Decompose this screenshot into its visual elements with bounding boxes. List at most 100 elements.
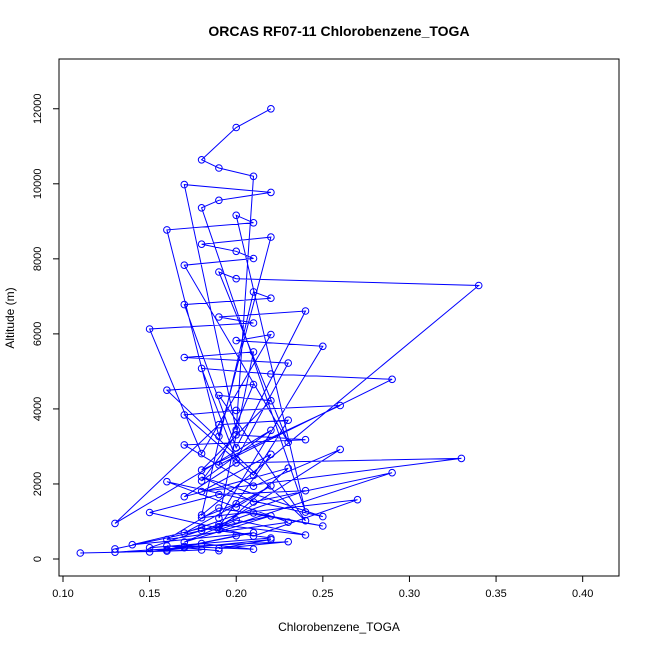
data-point: [474, 281, 483, 290]
data-point: [388, 468, 396, 477]
data-point: [215, 420, 223, 429]
data-point: [215, 391, 223, 400]
data-point: [111, 519, 119, 528]
data-point: [180, 261, 189, 270]
data-point: [249, 219, 258, 227]
data-point: [215, 196, 223, 205]
data-point: [301, 516, 310, 525]
data-point: [197, 539, 206, 548]
data-point: [232, 431, 240, 439]
data-point: [319, 342, 327, 351]
data-point: [197, 156, 206, 164]
x-tick-label: 0.35: [485, 588, 506, 600]
data-point: [128, 540, 137, 549]
data-point: [215, 313, 223, 321]
chart-title: ORCAS RF07-11 Chlorobenzene_TOGA: [208, 23, 469, 39]
data-point: [197, 364, 206, 373]
data-point: [180, 441, 189, 449]
data-point: [267, 105, 275, 113]
data-point: [232, 503, 240, 512]
data-point: [163, 546, 171, 554]
data-point: [319, 512, 327, 521]
data-point: [215, 544, 223, 553]
data-point: [284, 537, 293, 546]
data-point: [163, 535, 171, 544]
data-point: [215, 546, 223, 555]
data-point: [111, 545, 119, 553]
data-point: [249, 319, 258, 327]
data-point: [249, 288, 258, 296]
data-point: [232, 274, 240, 283]
data-layer: [76, 105, 483, 557]
data-point: [215, 164, 223, 172]
x-tick-label: 0.40: [572, 588, 593, 600]
data-point: [215, 432, 223, 441]
data-point: [319, 522, 327, 530]
data-point: [163, 477, 171, 486]
data-point: [180, 411, 189, 419]
data-point: [284, 416, 293, 425]
data-point: [267, 233, 275, 241]
data-point: [267, 482, 275, 490]
data-point: [232, 531, 240, 540]
data-point: [215, 268, 223, 276]
data-point: [301, 486, 310, 495]
data-point: [249, 471, 258, 480]
x-axis-label: Chlorobenzene_TOGA: [278, 620, 400, 634]
data-point: [388, 375, 396, 384]
data-point: [267, 512, 275, 520]
data-point: [197, 477, 206, 485]
data-point: [353, 495, 362, 504]
data-point: [180, 492, 189, 501]
data-point: [249, 172, 258, 181]
data-point: [267, 330, 275, 339]
data-point: [197, 204, 206, 212]
data-point: [267, 450, 275, 459]
data-point: [180, 300, 189, 309]
data-point: [215, 461, 223, 469]
data-point: [197, 524, 206, 533]
data-point: [267, 534, 275, 542]
data-point: [249, 348, 258, 356]
data-point: [163, 386, 171, 395]
data-point: [111, 548, 119, 557]
data-point: [180, 180, 189, 189]
x-tick-label: 0.25: [312, 588, 333, 600]
data-point: [197, 526, 206, 535]
data-point: [215, 522, 223, 531]
data-point: [232, 444, 240, 452]
data-point: [301, 531, 310, 539]
data-point: [232, 516, 240, 524]
data-point: [145, 508, 154, 517]
y-axis: 0 2000 4000 6000 8000 10000 12000: [32, 93, 60, 562]
y-tick-label: 8000: [32, 247, 44, 271]
data-point: [232, 247, 240, 256]
data-point: [249, 528, 258, 537]
data-point: [197, 513, 206, 522]
data-point: [232, 123, 240, 132]
data-point: [232, 455, 240, 464]
y-tick-label: 2000: [32, 472, 44, 496]
data-point: [301, 307, 310, 315]
data-point: [249, 545, 258, 554]
data-point: [249, 482, 258, 491]
data-point: [197, 449, 206, 458]
data-point: [232, 336, 240, 345]
data-point: [163, 226, 171, 234]
data-point: [215, 514, 223, 522]
data-point: [215, 525, 223, 534]
data-point: [267, 426, 275, 435]
x-axis: 0.10 0.15 0.20 0.25 0.30 0.35 0.40: [52, 575, 593, 600]
data-point: [232, 459, 240, 467]
data-point: [284, 359, 293, 367]
data-point: [284, 464, 293, 473]
x-tick-label: 0.10: [52, 588, 73, 600]
data-point: [249, 380, 258, 389]
data-point: [197, 487, 206, 496]
data-point: [145, 325, 154, 333]
y-tick-label: 6000: [32, 322, 44, 346]
data-point: [232, 406, 240, 415]
y-tick-label: 0: [32, 556, 44, 562]
